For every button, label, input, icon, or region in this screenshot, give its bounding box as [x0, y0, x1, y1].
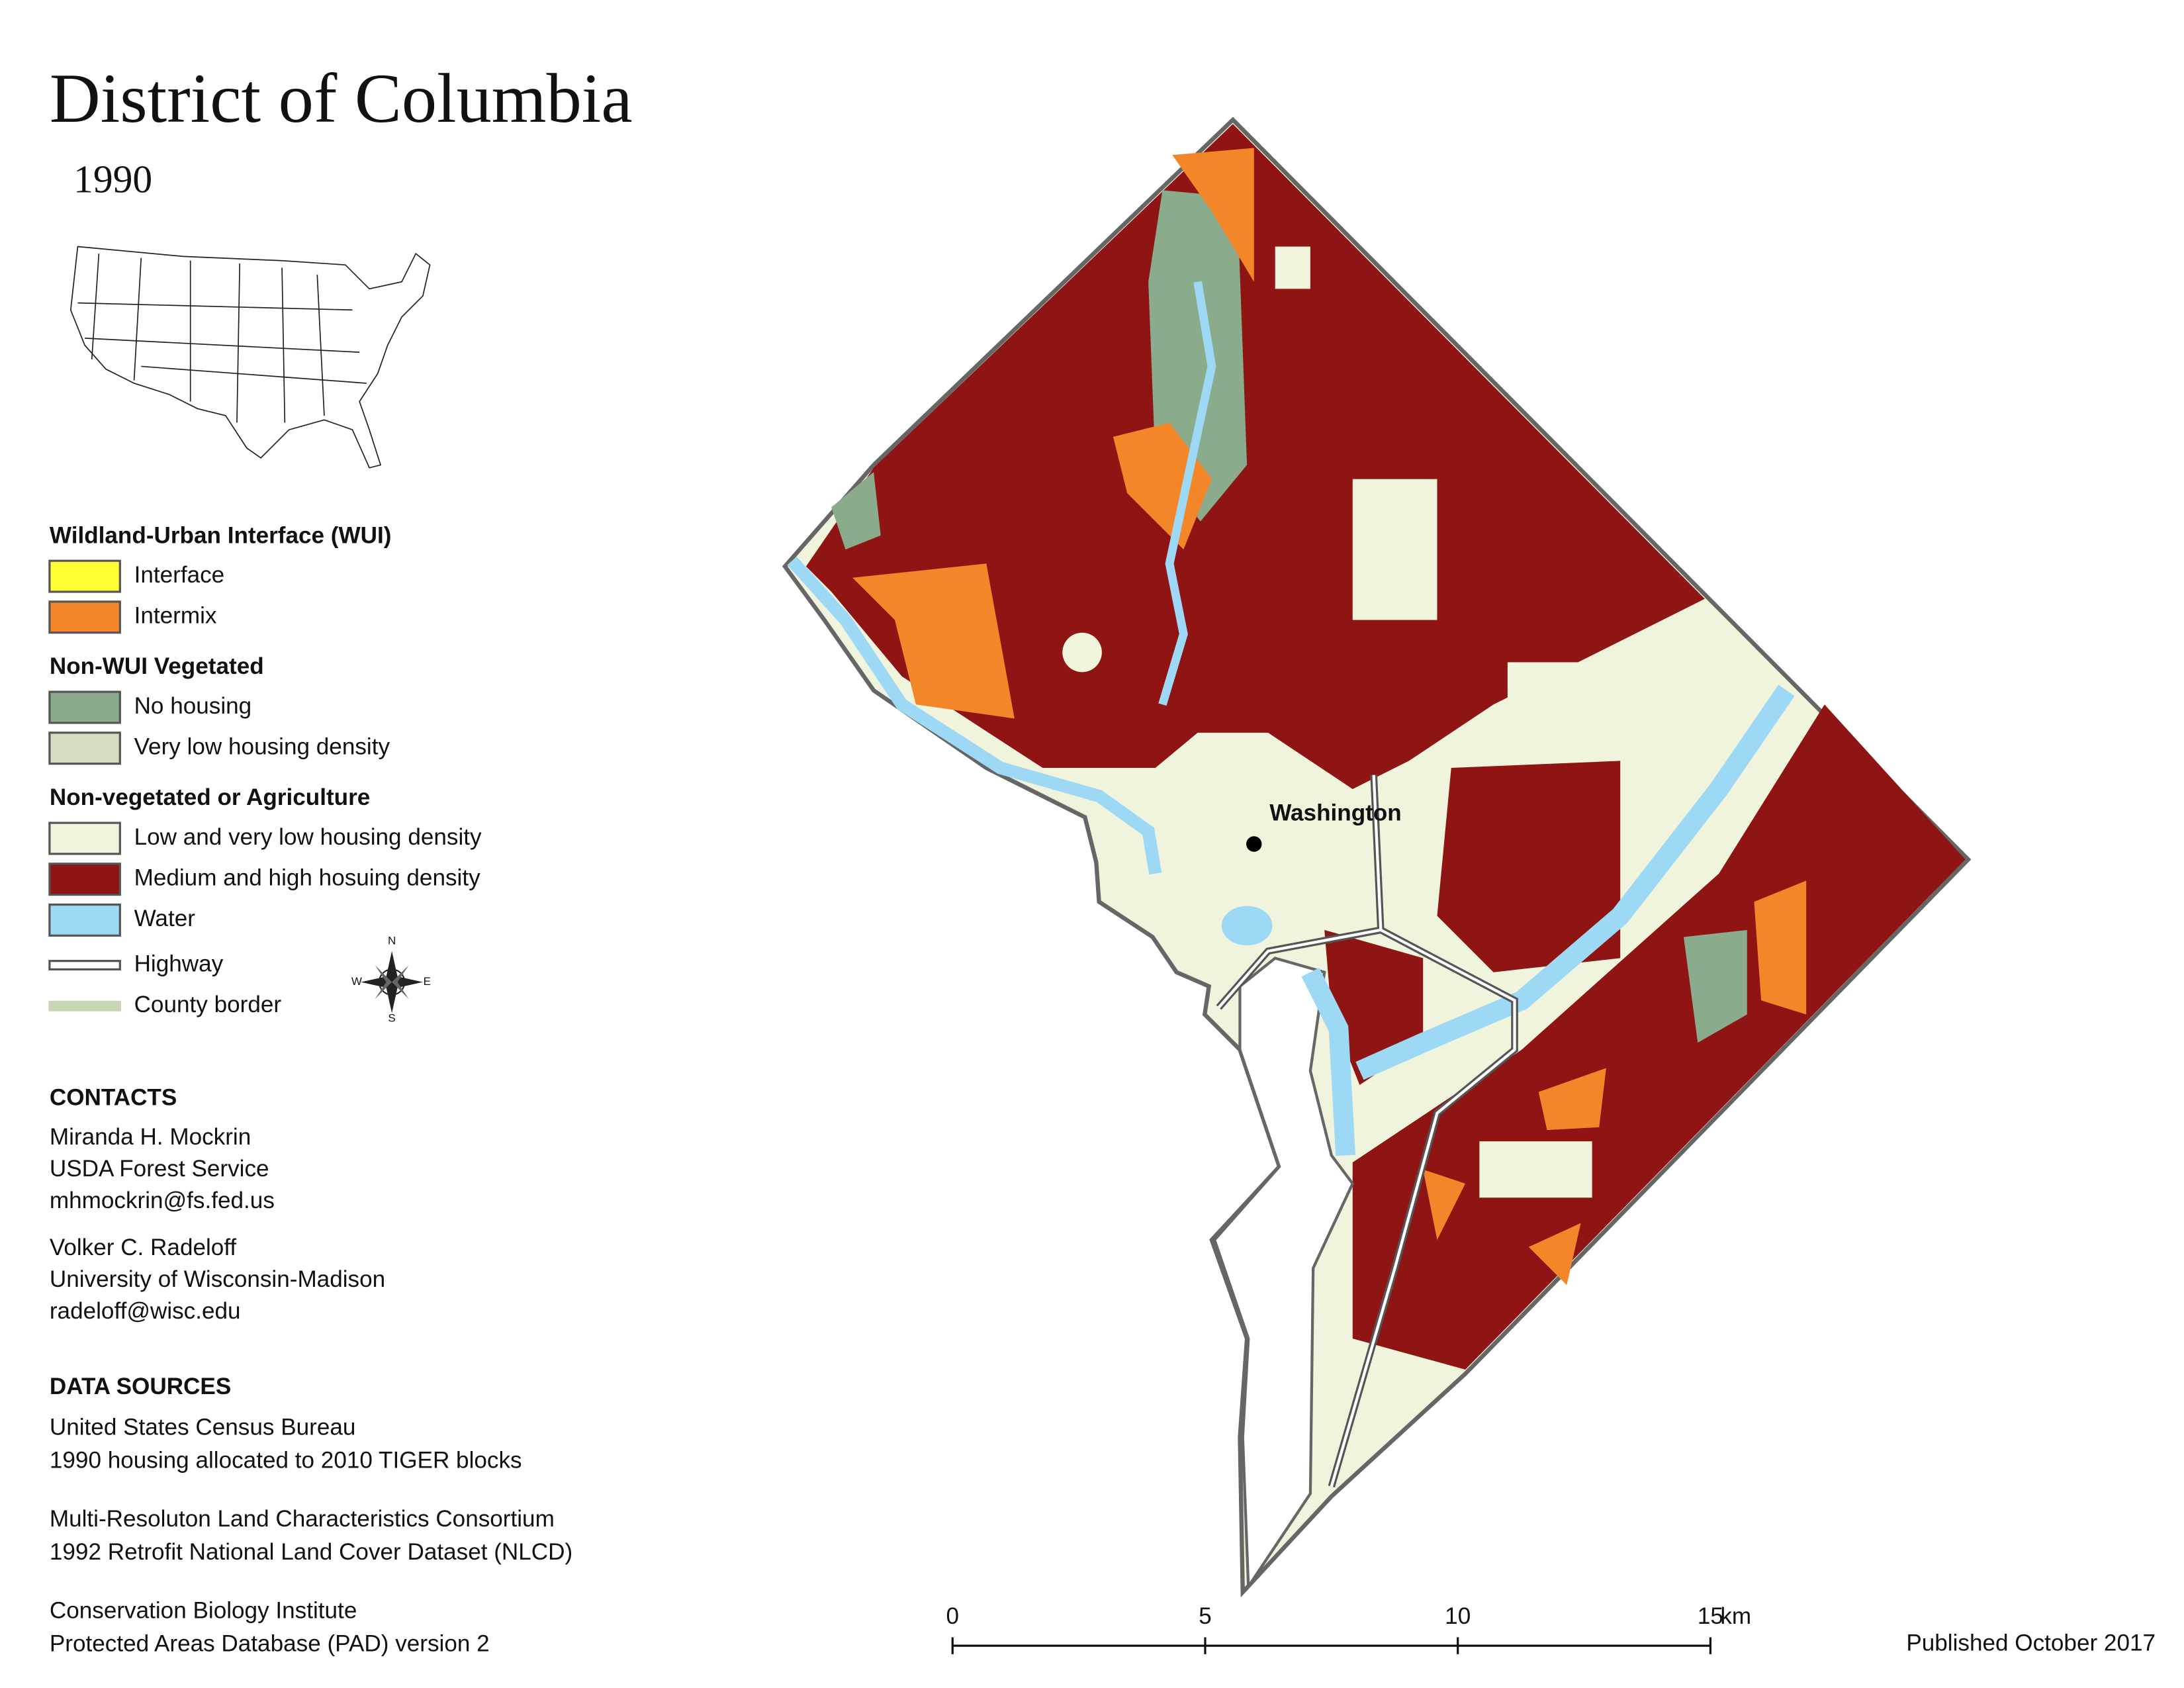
- contact-line: Volker C. Radeloff: [50, 1235, 237, 1260]
- contact-line: USDA Forest Service: [50, 1156, 269, 1182]
- sources-heading: DATA SOURCES: [50, 1374, 231, 1399]
- legend-label: County border: [134, 992, 282, 1017]
- compass-e: E: [424, 975, 431, 988]
- source-line: Multi-Resoluton Land Characteristics Con…: [50, 1506, 555, 1532]
- compass-s: S: [388, 1011, 395, 1024]
- legend-label: Intermix: [134, 603, 217, 629]
- legend-label: No housing: [134, 693, 252, 719]
- source-line: United States Census Bureau: [50, 1415, 356, 1440]
- compass-w: W: [351, 975, 362, 988]
- legend-swatch: [48, 559, 121, 593]
- land-use-area: [852, 563, 1015, 719]
- river: [1301, 968, 1356, 1156]
- land-use-area: [1479, 1141, 1592, 1198]
- legend-label: Highway: [134, 951, 224, 976]
- land-use-area: [1538, 1068, 1606, 1131]
- legend-swatch: [48, 690, 121, 724]
- legend-heading: Wildland-Urban Interface (WUI): [50, 522, 392, 548]
- land-use-area: [1754, 880, 1807, 1015]
- land-use-area: [1423, 1169, 1466, 1241]
- legend-heading: Non-WUI Vegetated: [50, 653, 264, 679]
- scale-tick-label: 5: [1199, 1603, 1212, 1629]
- scale-tick-label: 10: [1445, 1603, 1471, 1629]
- contact-line: University of Wisconsin-Madison: [50, 1266, 385, 1292]
- land-use-area: [805, 124, 1705, 789]
- legend-swatch: [48, 863, 121, 896]
- legend: Wildland-Urban Interface (WUI) Interface I…: [48, 522, 482, 1017]
- legend-label: Interface: [134, 562, 225, 588]
- source-line: 1990 housing allocated to 2010 TIGER blo…: [50, 1448, 522, 1474]
- contact-line: Miranda H. Mockrin: [50, 1124, 251, 1150]
- land-use-area: [1113, 422, 1212, 550]
- scale-unit: km: [1720, 1603, 1751, 1629]
- legend-swatch: [48, 600, 121, 634]
- river: [787, 556, 1162, 875]
- contact-line: mhmockrin@fs.fed.us: [50, 1188, 275, 1213]
- legend-line: [48, 1000, 121, 1011]
- city-dot: [1246, 836, 1262, 852]
- land-use-area: [1437, 761, 1621, 972]
- city-label: Washington: [1269, 800, 1402, 826]
- source-line: Protected Areas Database (PAD) version 2: [50, 1630, 490, 1656]
- subtitle: 1990: [73, 157, 152, 201]
- tidal-basin: [1221, 906, 1273, 946]
- land-use-area: [1528, 1223, 1581, 1286]
- legend-swatch: [48, 731, 121, 765]
- land-use-area: [1172, 148, 1254, 282]
- river: [1158, 281, 1216, 706]
- dc-map: Washington: [782, 117, 1972, 1598]
- light-patches: [1062, 246, 1606, 1198]
- source-line: 1992 Retrofit National Land Cover Datase…: [50, 1539, 572, 1565]
- title: District of Columbia: [50, 60, 633, 138]
- legend-label: Very low housing density: [134, 734, 390, 760]
- compass: N E S W: [351, 934, 431, 1024]
- river: [1355, 684, 1795, 1080]
- legend-heading: Non-vegetated or Agriculture: [50, 784, 370, 810]
- legend-swatch: [48, 903, 121, 937]
- contact-line: radeloff@wisc.edu: [50, 1298, 241, 1324]
- highways: [1216, 774, 1518, 1488]
- land-use-area: [1352, 479, 1437, 620]
- contacts-heading: CONTACTS: [50, 1085, 177, 1111]
- published: Published October 2017: [1906, 1630, 2156, 1656]
- legend-label: Low and very low housing density: [134, 824, 482, 850]
- legend-line: [48, 960, 121, 971]
- legend-label: Water: [134, 906, 196, 931]
- scale-tick-label: 0: [946, 1603, 960, 1629]
- scale-tick-label: 15: [1698, 1603, 1723, 1629]
- legend-swatch: [48, 821, 121, 855]
- info: CONTACTS Miranda H. Mockrin USDA Forest Se…: [50, 1085, 572, 1657]
- land-use-area: [831, 472, 881, 550]
- source-line: Conservation Biology Institute: [50, 1597, 357, 1623]
- land-use-area: [1507, 662, 1606, 719]
- land-use-area: [1683, 929, 1747, 1043]
- land-use-area: [1275, 246, 1310, 289]
- land-use-area: [1062, 632, 1102, 673]
- us-inset: [69, 246, 431, 469]
- land-use-area: [1352, 704, 1966, 1370]
- compass-n: N: [388, 934, 396, 947]
- legend-label: Medium and high hosuing density: [134, 865, 481, 890]
